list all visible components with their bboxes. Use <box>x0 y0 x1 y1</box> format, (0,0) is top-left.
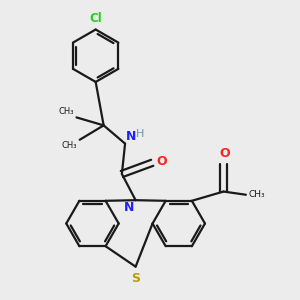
Text: O: O <box>156 155 167 168</box>
Text: CH₃: CH₃ <box>58 107 74 116</box>
Text: O: O <box>220 147 230 160</box>
Text: H: H <box>136 129 145 139</box>
Text: S: S <box>131 272 140 285</box>
Text: N: N <box>124 201 134 214</box>
Text: Cl: Cl <box>89 12 102 25</box>
Text: N: N <box>126 130 136 143</box>
Text: CH₃: CH₃ <box>248 190 265 199</box>
Text: CH₃: CH₃ <box>61 141 77 150</box>
